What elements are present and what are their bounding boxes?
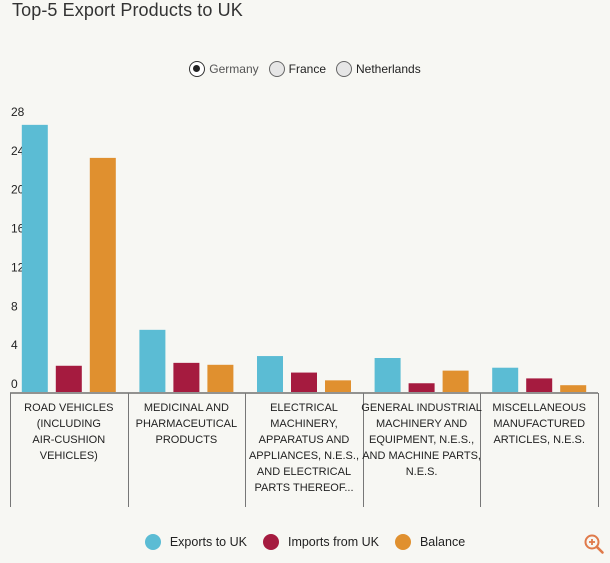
- y-tick-label: 12: [11, 260, 25, 274]
- y-tick-label: 20: [11, 183, 25, 197]
- category-label: APPLIANCES, N.E.S.,: [249, 450, 359, 462]
- category-label: ROAD VEHICLES: [24, 402, 113, 414]
- category-label: ARTICLES, N.E.S.: [493, 434, 585, 446]
- country-selector: Germany France Netherlands: [0, 61, 610, 77]
- category-label: APPARATUS AND: [259, 434, 350, 446]
- category-label: ELECTRICAL: [270, 402, 338, 414]
- legend-swatch-icon: [394, 534, 411, 550]
- legend-label: Imports from UK: [287, 535, 379, 549]
- y-tick-label: 28: [11, 105, 25, 119]
- category-label: PRODUCTS: [156, 434, 218, 446]
- country-radio-germany[interactable]: Germany: [189, 61, 259, 77]
- legend-swatch-icon: [262, 534, 279, 550]
- bar[interactable]: [173, 362, 200, 392]
- bar[interactable]: [257, 356, 283, 392]
- category-label: VEHICLES): [40, 450, 98, 462]
- bar[interactable]: [89, 157, 116, 392]
- radio-circle-icon[interactable]: [336, 61, 352, 77]
- category-label: MACHINERY,: [270, 418, 337, 430]
- legend-label: Exports to UK: [169, 535, 247, 549]
- bar[interactable]: [55, 365, 82, 392]
- bar[interactable]: [492, 367, 519, 392]
- legend-item[interactable]: Balance: [394, 534, 466, 550]
- legend-item[interactable]: Imports from UK: [262, 534, 379, 550]
- bar[interactable]: [139, 329, 166, 392]
- category-label: MACHINERY AND: [376, 418, 467, 430]
- category-label: (INCLUDING: [37, 418, 101, 430]
- country-radio-label: Germany: [209, 62, 259, 76]
- bar[interactable]: [442, 370, 469, 392]
- legend-label: Balance: [419, 535, 466, 549]
- y-tick-label: 0: [11, 377, 18, 391]
- legend: Exports to UK Imports from UK Balance: [0, 534, 610, 550]
- category-label: MISCELLANEOUS: [492, 402, 586, 414]
- category-label: N.E.S.: [406, 466, 438, 478]
- legend-item[interactable]: Exports to UK: [144, 534, 247, 550]
- y-tick-label: 4: [11, 338, 18, 352]
- category-label: AND ELECTRICAL: [257, 466, 351, 478]
- category-label: PHARMACEUTICAL: [136, 418, 237, 430]
- chart-title: Top-5 Export Products to UK: [12, 0, 243, 20]
- legend-swatch-icon: [144, 534, 161, 550]
- bar[interactable]: [560, 385, 587, 392]
- radio-circle-icon[interactable]: [268, 61, 285, 77]
- country-radio-label: Netherlands: [356, 62, 421, 76]
- zoom-in-icon[interactable]: [583, 533, 605, 555]
- category-label: GENERAL INDUSTRIAL: [361, 402, 482, 414]
- bar[interactable]: [526, 378, 553, 392]
- country-radio-netherlands[interactable]: Netherlands: [336, 61, 421, 77]
- y-tick-label: 16: [11, 222, 25, 236]
- category-label: AND MACHINE PARTS,: [362, 450, 481, 462]
- radio-circle-icon[interactable]: [189, 61, 206, 77]
- country-radio-france[interactable]: France: [268, 61, 326, 77]
- category-label: MANUFACTURED: [493, 418, 585, 430]
- category-label: EQUIPMENT, N.E.S.,: [369, 434, 474, 446]
- bar[interactable]: [374, 358, 401, 392]
- category-label: MEDICINAL AND: [144, 402, 229, 414]
- y-tick-label: 8: [11, 299, 18, 313]
- bar[interactable]: [21, 124, 48, 392]
- bar[interactable]: [325, 380, 351, 392]
- bar[interactable]: [291, 372, 317, 392]
- bar[interactable]: [408, 383, 435, 392]
- category-label: PARTS THEREOF...: [254, 482, 353, 494]
- y-tick-label: 24: [11, 144, 25, 158]
- category-label: AIR-CUSHION: [32, 434, 105, 446]
- country-radio-label: France: [288, 62, 326, 76]
- bar[interactable]: [207, 364, 234, 392]
